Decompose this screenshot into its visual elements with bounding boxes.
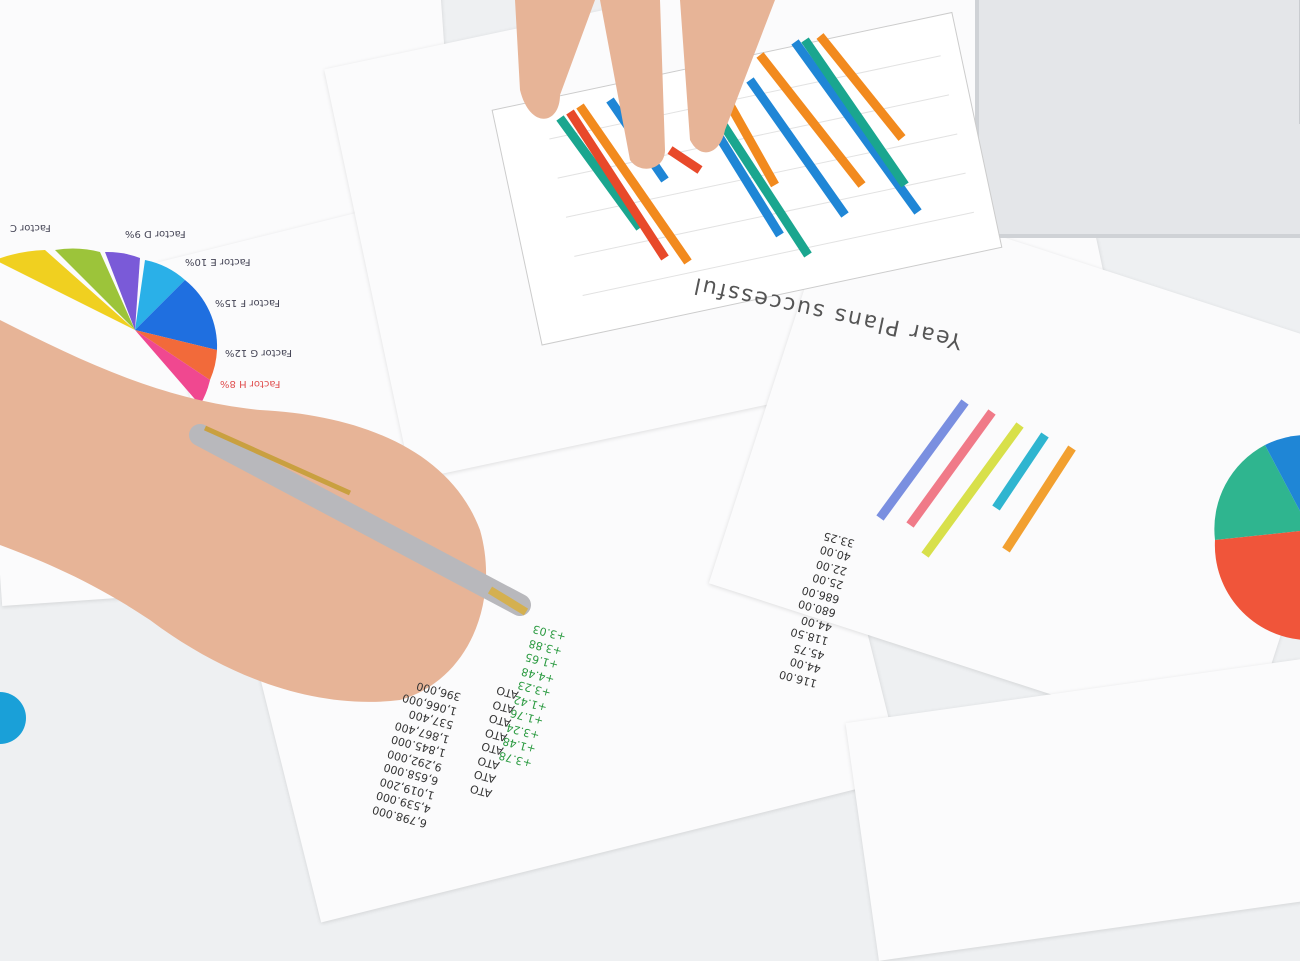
pie-legend-item: Factor G 12% — [225, 347, 292, 358]
pie-slice — [1214, 531, 1300, 640]
pie-slice — [1214, 445, 1300, 540]
bar — [746, 77, 849, 218]
pie-slice — [105, 251, 140, 330]
bar — [716, 117, 812, 258]
bar — [906, 409, 996, 528]
pie-chart-left — [0, 248, 218, 405]
pie-slice — [55, 248, 135, 330]
bar — [876, 399, 969, 521]
bar — [726, 102, 779, 188]
pie-legend-item: Factor H 8% — [220, 378, 281, 389]
bar-chart — [0, 0, 1300, 744]
bar — [1002, 445, 1076, 553]
pen-clip — [203, 425, 352, 496]
pie-legend-item: Factor C — [10, 222, 51, 233]
hand-writing — [0, 320, 487, 702]
hand-top — [515, 0, 775, 169]
pie-slice — [1265, 435, 1300, 512]
pie-chart-right — [1214, 435, 1300, 640]
laptop — [975, 0, 1300, 238]
pie-slice — [135, 330, 210, 405]
pie-slice — [135, 330, 217, 380]
pie-slice — [135, 260, 185, 330]
pie-legend-item: Factor E 10% — [185, 256, 251, 267]
bar — [667, 146, 703, 174]
bar — [791, 39, 922, 215]
pen-tip — [487, 586, 529, 616]
bar — [816, 33, 906, 141]
pie-chart-partial — [0, 692, 26, 744]
bar — [921, 422, 1024, 558]
bar — [556, 115, 644, 231]
pie-slice — [135, 280, 218, 350]
pie-legend-item: Factor D 9% — [125, 228, 186, 239]
pie-slice — [0, 250, 135, 330]
bar — [992, 432, 1049, 511]
pie-legend-item: Factor F 15% — [215, 297, 280, 308]
bar — [756, 52, 866, 188]
bar — [576, 103, 692, 265]
bar — [801, 37, 909, 188]
bar — [711, 127, 784, 238]
bar — [566, 109, 669, 261]
pen — [189, 424, 531, 616]
